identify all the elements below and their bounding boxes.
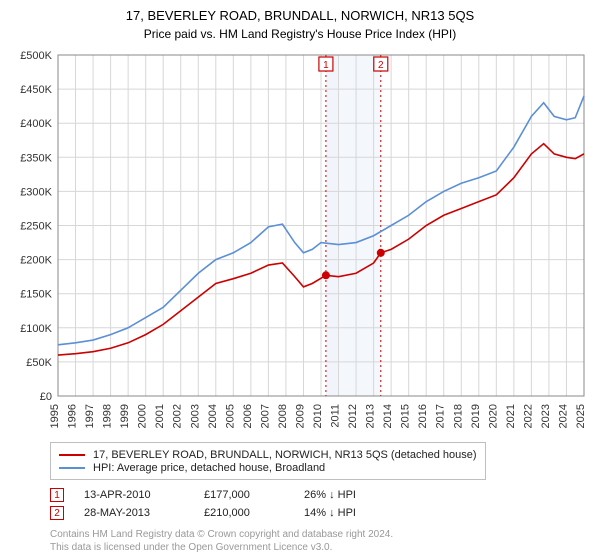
y-tick-label: £200K bbox=[20, 255, 52, 267]
transaction-date: 13-APR-2010 bbox=[84, 489, 184, 501]
x-tick-label: 2011 bbox=[330, 404, 342, 428]
y-tick-label: £50K bbox=[26, 357, 52, 369]
x-tick-label: 2022 bbox=[522, 404, 534, 428]
legend-label: 17, BEVERLEY ROAD, BRUNDALL, NORWICH, NR… bbox=[93, 449, 477, 461]
y-tick-label: £450K bbox=[20, 84, 52, 96]
transaction-marker: 2 bbox=[50, 506, 64, 520]
chart-subtitle: Price paid vs. HM Land Registry's House … bbox=[10, 27, 590, 41]
x-tick-label: 1999 bbox=[119, 404, 131, 428]
x-tick-label: 2013 bbox=[365, 404, 377, 428]
footer-line-2: This data is licensed under the Open Gov… bbox=[50, 541, 590, 554]
x-tick-label: 2010 bbox=[312, 404, 324, 428]
transactions-table: 1 13-APR-2010 £177,000 26% ↓ HPI 2 28-MAY-201… bbox=[50, 484, 590, 524]
legend-label: HPI: Average price, detached house, Broa… bbox=[93, 462, 325, 474]
marker-box-label: 2 bbox=[378, 60, 384, 71]
footer-attribution: Contains HM Land Registry data © Crown c… bbox=[50, 528, 590, 554]
legend-item: HPI: Average price, detached house, Broa… bbox=[59, 462, 477, 474]
x-tick-label: 2002 bbox=[172, 404, 184, 428]
transaction-price: £177,000 bbox=[204, 489, 284, 501]
x-tick-label: 2017 bbox=[435, 404, 447, 428]
x-tick-label: 2007 bbox=[259, 404, 271, 428]
legend-item: 17, BEVERLEY ROAD, BRUNDALL, NORWICH, NR… bbox=[59, 449, 477, 461]
x-tick-label: 2000 bbox=[137, 404, 149, 428]
x-tick-label: 1998 bbox=[102, 404, 114, 428]
x-tick-label: 1995 bbox=[49, 404, 61, 428]
x-tick-label: 2024 bbox=[557, 404, 569, 428]
data-point bbox=[322, 271, 330, 279]
x-tick-label: 2023 bbox=[540, 404, 552, 428]
legend: 17, BEVERLEY ROAD, BRUNDALL, NORWICH, NR… bbox=[50, 442, 486, 480]
x-tick-label: 2016 bbox=[417, 404, 429, 428]
x-tick-label: 2003 bbox=[189, 404, 201, 428]
y-tick-label: £400K bbox=[20, 118, 52, 130]
transaction-diff: 26% ↓ HPI bbox=[304, 489, 404, 501]
y-tick-label: £150K bbox=[20, 289, 52, 301]
x-tick-label: 2008 bbox=[277, 404, 289, 428]
legend-swatch bbox=[59, 454, 85, 456]
y-tick-label: £350K bbox=[20, 152, 52, 164]
transaction-marker: 1 bbox=[50, 488, 64, 502]
x-tick-label: 2019 bbox=[470, 404, 482, 428]
transaction-date: 28-MAY-2013 bbox=[84, 507, 184, 519]
chart-svg: £0 £50K £100K £150K £200K £250K £300K £350K £400… bbox=[10, 47, 590, 436]
transaction-diff: 14% ↓ HPI bbox=[304, 507, 404, 519]
x-tick-label: 2006 bbox=[242, 404, 254, 428]
x-tick-label: 2025 bbox=[575, 404, 587, 428]
transaction-row: 2 28-MAY-2013 £210,000 14% ↓ HPI bbox=[50, 506, 590, 520]
x-tick-label: 2014 bbox=[382, 404, 394, 428]
y-tick-label: £0 bbox=[40, 391, 52, 403]
chart-title: 17, BEVERLEY ROAD, BRUNDALL, NORWICH, NR… bbox=[10, 8, 590, 23]
x-tick-label: 1996 bbox=[67, 404, 79, 428]
x-tick-label: 2020 bbox=[487, 404, 499, 428]
data-point bbox=[377, 249, 385, 257]
y-tick-label: £250K bbox=[20, 221, 52, 233]
x-tick-label: 2004 bbox=[207, 404, 219, 428]
x-tick-label: 2015 bbox=[400, 404, 412, 428]
x-tick-label: 2021 bbox=[505, 404, 517, 428]
x-tick-label: 2012 bbox=[347, 404, 359, 428]
legend-swatch bbox=[59, 467, 85, 469]
x-tick-label: 2001 bbox=[154, 404, 166, 428]
transaction-row: 1 13-APR-2010 £177,000 26% ↓ HPI bbox=[50, 488, 590, 502]
x-tick-label: 2005 bbox=[224, 404, 236, 428]
chart: £0 £50K £100K £150K £200K £250K £300K £350K £400… bbox=[10, 47, 590, 436]
transaction-price: £210,000 bbox=[204, 507, 284, 519]
x-tick-label: 2018 bbox=[452, 404, 464, 428]
x-tick-label: 2009 bbox=[294, 404, 306, 428]
footer-line-1: Contains HM Land Registry data © Crown c… bbox=[50, 528, 590, 541]
y-tick-label: £100K bbox=[20, 323, 52, 335]
y-tick-label: £300K bbox=[20, 186, 52, 198]
marker-box-label: 1 bbox=[323, 60, 329, 71]
y-tick-label: £500K bbox=[20, 50, 52, 62]
x-tick-label: 1997 bbox=[84, 404, 96, 428]
